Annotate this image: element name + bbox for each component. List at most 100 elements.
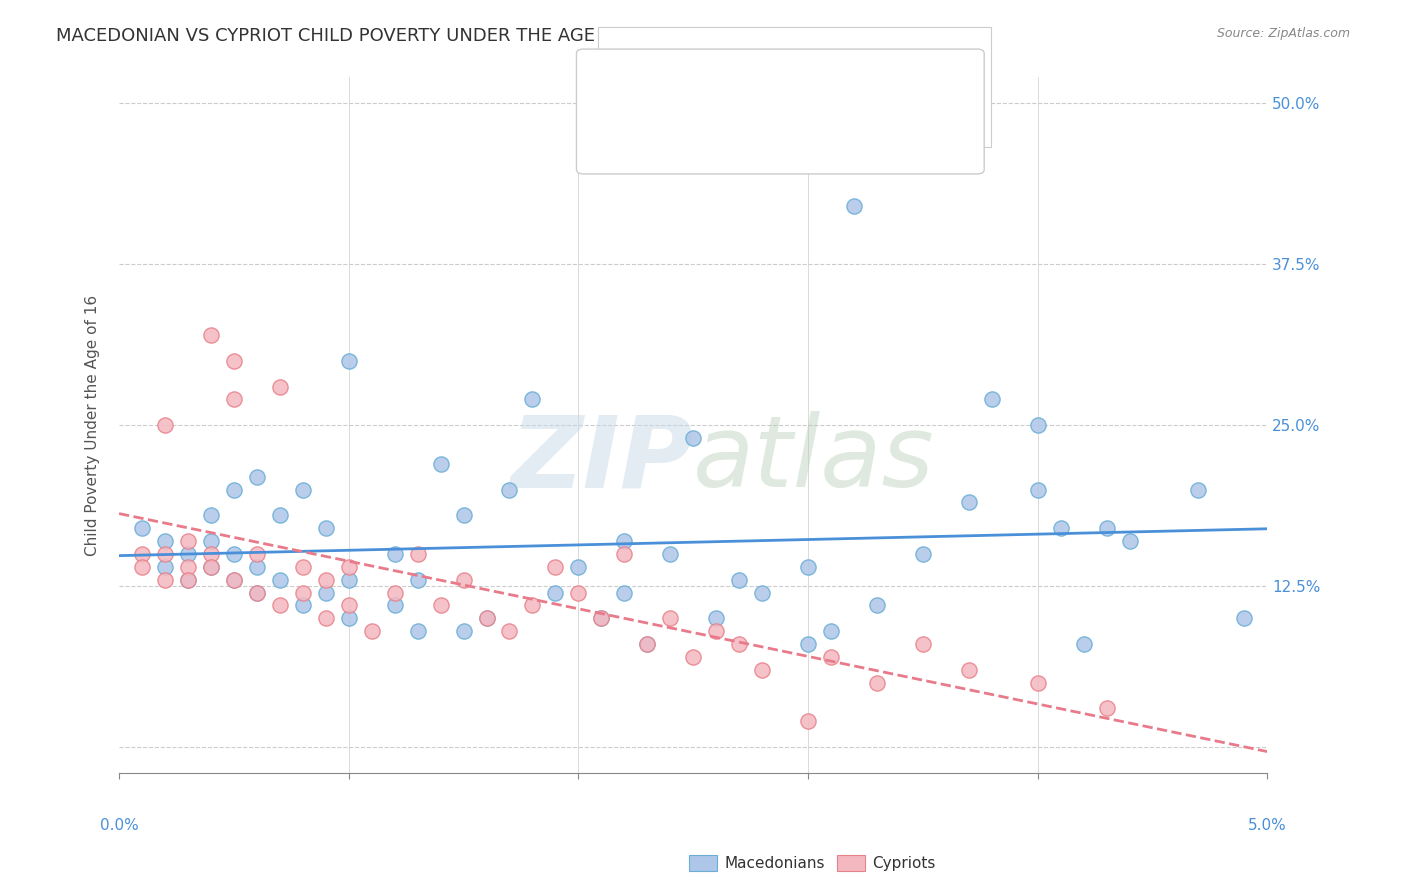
Point [682, 431, 704, 445]
Point [453, 573, 475, 587]
Point [636, 637, 658, 651]
Point [246, 469, 269, 483]
Point [177, 559, 200, 574]
Point [269, 508, 291, 523]
Point [200, 547, 222, 561]
Point [200, 559, 222, 574]
Point [315, 611, 337, 625]
Text: Source: ZipAtlas.com: Source: ZipAtlas.com [1216, 27, 1350, 40]
Point [384, 599, 406, 613]
Point [682, 650, 704, 665]
Point [704, 624, 727, 639]
Point [1095, 701, 1118, 715]
Point [337, 559, 360, 574]
Text: 60: 60 [815, 75, 838, 93]
Point [567, 559, 589, 574]
Point [911, 637, 934, 651]
Point [797, 637, 820, 651]
Text: R =: R = [657, 124, 693, 142]
Point [728, 637, 751, 651]
Point [269, 599, 291, 613]
Point [222, 353, 245, 368]
Point [751, 585, 773, 599]
Point [200, 559, 222, 574]
Point [820, 650, 842, 665]
Point [222, 573, 245, 587]
Point [498, 624, 520, 639]
Point [200, 534, 222, 549]
Point [291, 599, 314, 613]
Point [153, 418, 176, 433]
Point [1026, 483, 1049, 497]
Point [591, 611, 613, 625]
Point [980, 392, 1002, 407]
Point [957, 495, 980, 509]
Point [1073, 637, 1095, 651]
Point [269, 379, 291, 393]
Text: Macedonians: Macedonians [724, 856, 824, 871]
Point [222, 547, 245, 561]
Point [659, 547, 682, 561]
Point [131, 547, 153, 561]
Point [177, 547, 200, 561]
Text: MACEDONIAN VS CYPRIOT CHILD POVERTY UNDER THE AGE OF 16 CORRELATION CHART: MACEDONIAN VS CYPRIOT CHILD POVERTY UNDE… [56, 27, 855, 45]
Point [337, 573, 360, 587]
Point [131, 559, 153, 574]
Point [384, 547, 406, 561]
Point [659, 611, 682, 625]
Point [222, 573, 245, 587]
Point [636, 637, 658, 651]
Point [1049, 521, 1071, 535]
Point [797, 559, 820, 574]
Text: 0.181: 0.181 [707, 75, 759, 93]
Point [315, 585, 337, 599]
Text: ZIP: ZIP [510, 411, 693, 508]
Point [613, 547, 636, 561]
Point [406, 547, 429, 561]
Point [429, 599, 451, 613]
Point [291, 559, 314, 574]
Point [246, 585, 269, 599]
Point [1026, 675, 1049, 690]
Text: R =: R = [657, 75, 693, 93]
Point [866, 675, 889, 690]
Point [153, 534, 176, 549]
Point [1095, 521, 1118, 535]
Text: 0.0%: 0.0% [100, 818, 138, 833]
Point [177, 573, 200, 587]
Point [131, 521, 153, 535]
Point [337, 353, 360, 368]
Point [475, 611, 498, 625]
Point [522, 599, 544, 613]
Text: Cypriots: Cypriots [872, 856, 935, 871]
Point [1187, 483, 1209, 497]
Point [453, 624, 475, 639]
Point [866, 599, 889, 613]
Point [177, 573, 200, 587]
Point [797, 714, 820, 729]
Point [522, 392, 544, 407]
Point [591, 611, 613, 625]
Point [911, 547, 934, 561]
Text: N =: N = [770, 124, 807, 142]
Point [246, 559, 269, 574]
Point [957, 663, 980, 677]
Point [315, 573, 337, 587]
Point [498, 483, 520, 497]
Point [153, 573, 176, 587]
Point [246, 547, 269, 561]
Point [613, 585, 636, 599]
Point [384, 585, 406, 599]
Point [315, 521, 337, 535]
Point [429, 457, 451, 471]
Point [1026, 418, 1049, 433]
Point [751, 663, 773, 677]
Point [406, 624, 429, 639]
Point [360, 624, 382, 639]
Point [337, 611, 360, 625]
Point [246, 585, 269, 599]
Point [1233, 611, 1256, 625]
Point [613, 534, 636, 549]
Point [842, 199, 865, 213]
Text: 49: 49 [815, 124, 839, 142]
